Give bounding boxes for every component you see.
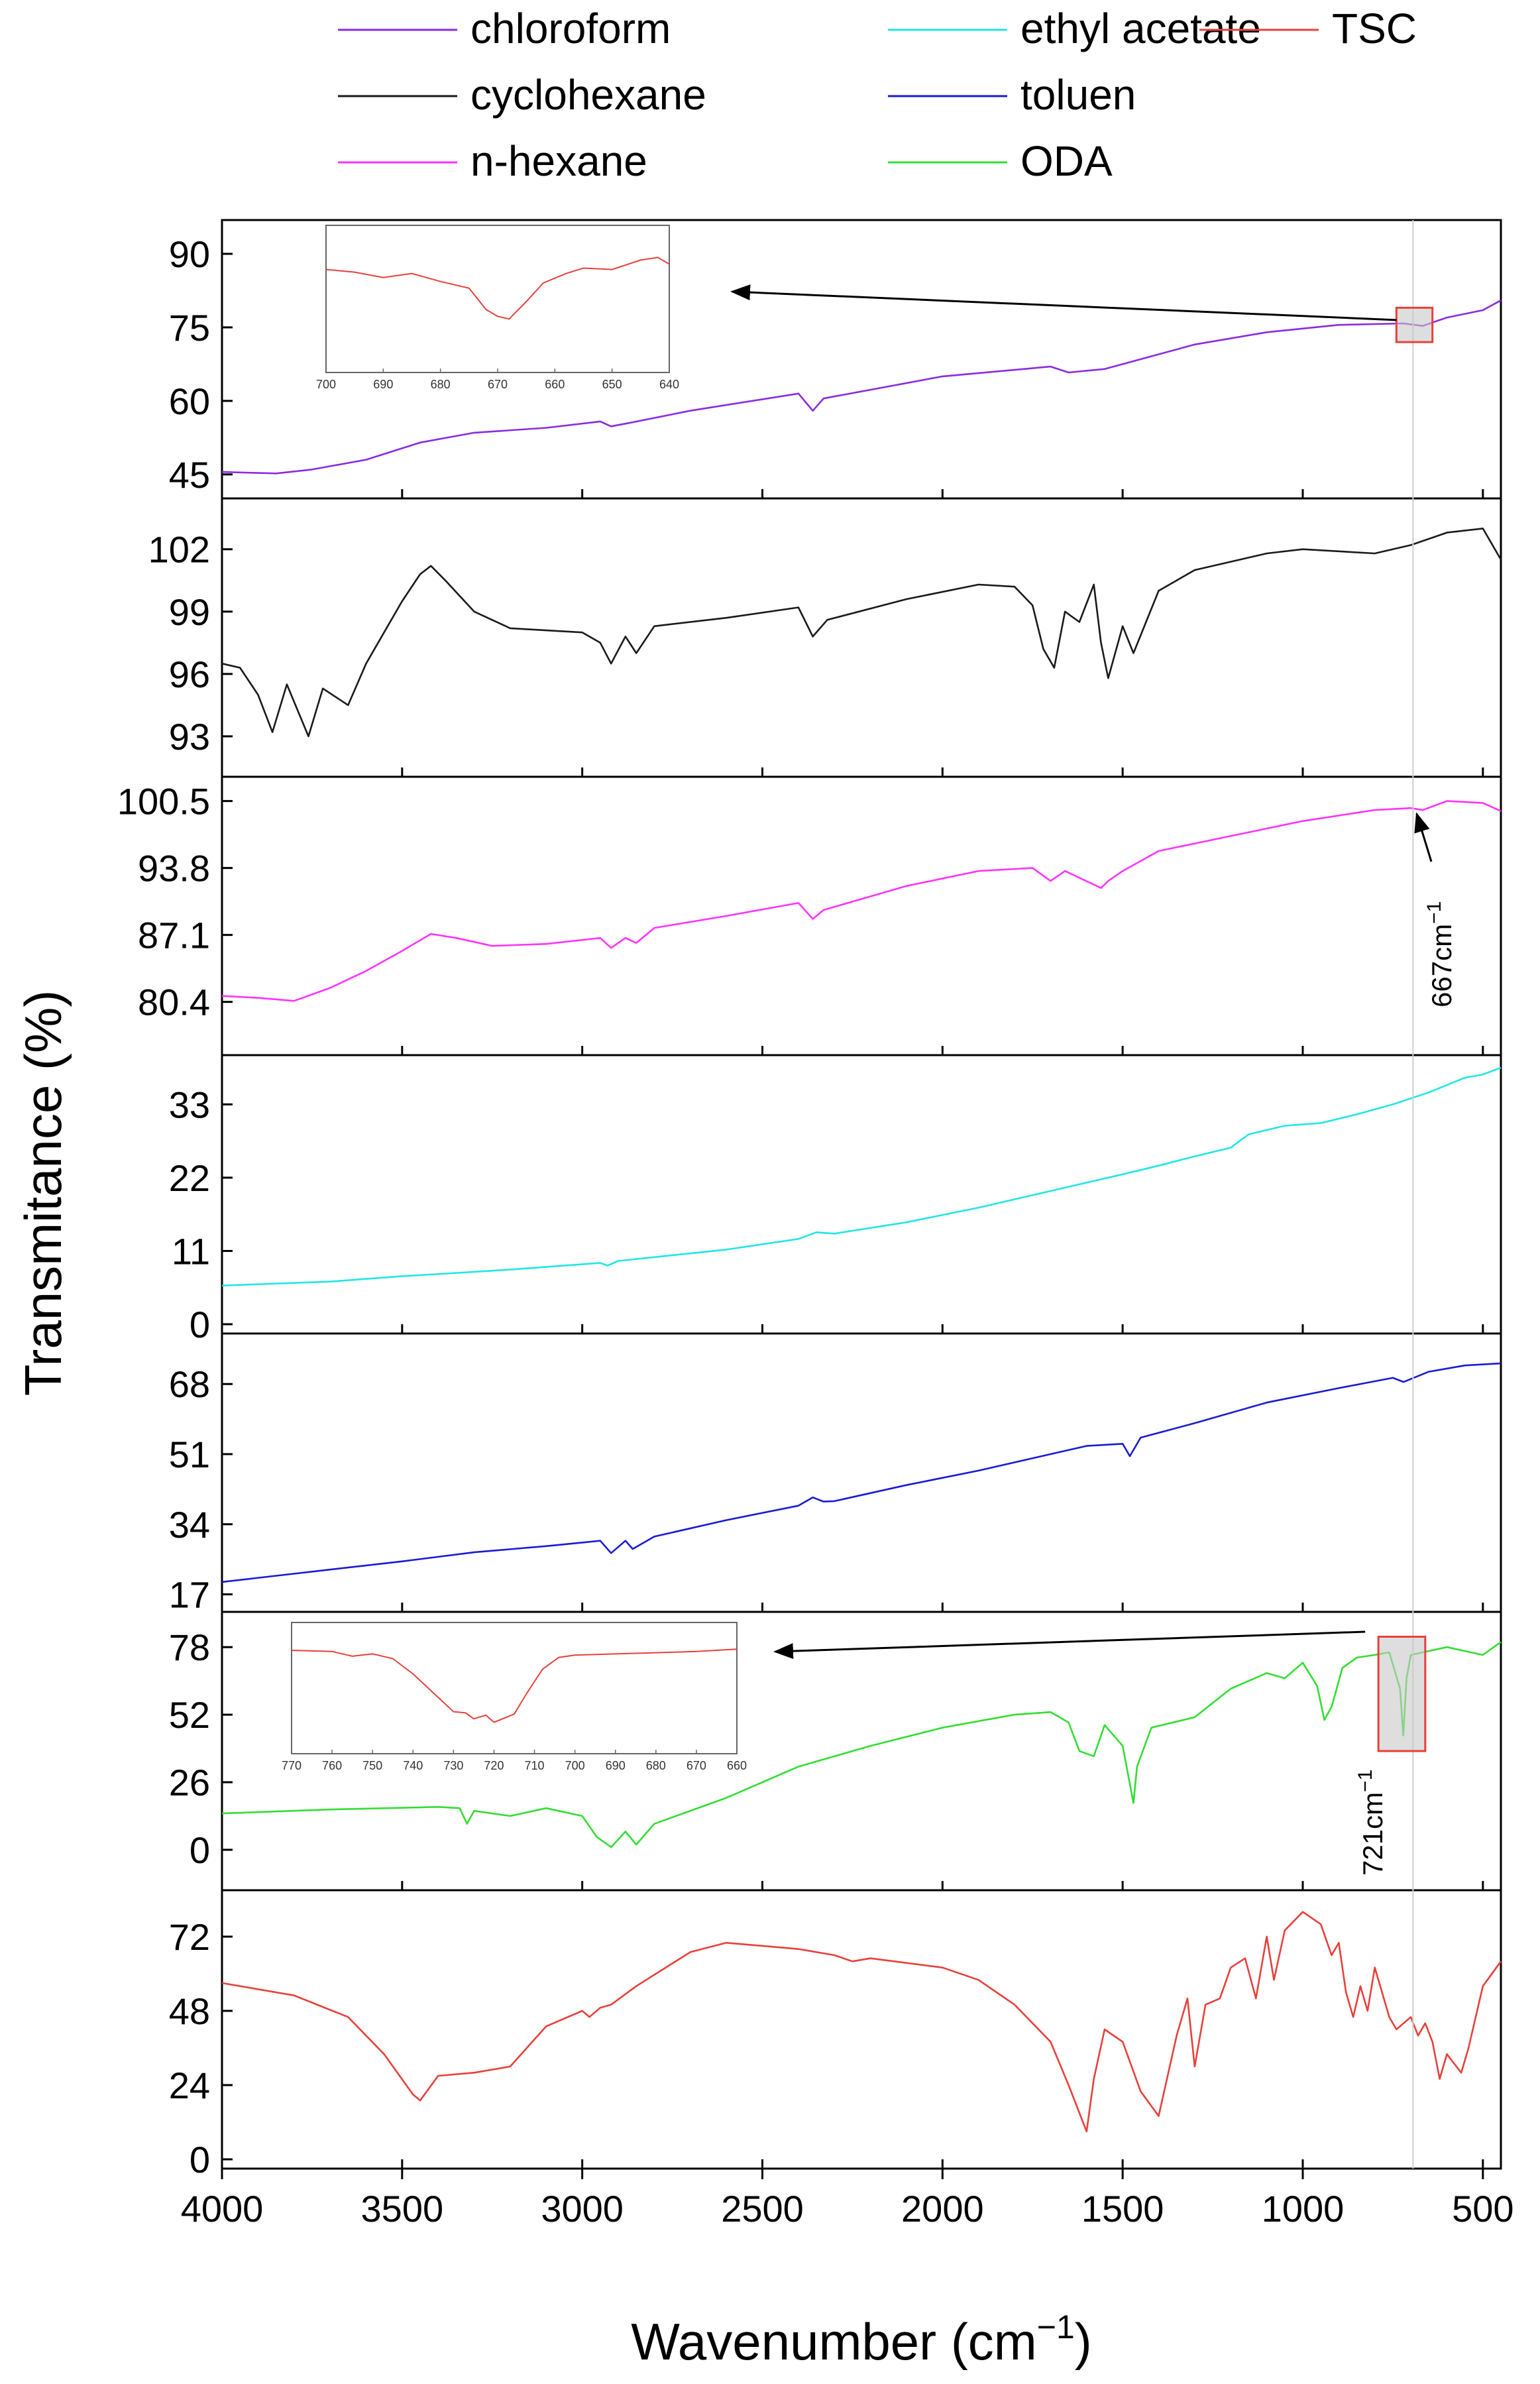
legend-label-toluen: toluen: [1020, 71, 1136, 119]
annotation-arrow-667: [1414, 812, 1433, 862]
inset-x-tick-label: 650: [602, 378, 622, 391]
y-tick-label: 34: [169, 1504, 210, 1546]
y-tick-label: 100.5: [117, 781, 210, 823]
inset-x-tick-label: 730: [443, 1759, 463, 1772]
y-tick-label: 33: [169, 1084, 210, 1125]
y-tick-label: 78: [169, 1626, 210, 1668]
series-line-n-hexane: [221, 800, 1502, 1002]
y-axis-title: Transmitance (%): [14, 990, 72, 1396]
x-tick-label: 1500: [1081, 2188, 1164, 2230]
inset-line: [325, 256, 670, 320]
inset-x-tick-label: 760: [322, 1759, 342, 1772]
panel-ethyl-acetate: 33 22 11 0: [169, 1054, 1502, 1345]
legend-label-chloroform: chloroform: [470, 5, 671, 52]
inset-x-tick-label: 680: [431, 378, 451, 391]
y-tick-label: 68: [169, 1363, 210, 1405]
highlight-box-chloroform: [1395, 306, 1434, 343]
series-line-cyclohexane: [221, 528, 1502, 738]
inset-frame: [325, 225, 670, 373]
inset-x-tick-label: 660: [727, 1759, 747, 1772]
panel-toluen: 68 51 34 17: [169, 1332, 1502, 1616]
series-line-ethyl-acetate: [221, 1066, 1502, 1286]
y-tick-label: 72: [169, 1916, 210, 1958]
panel-frame: [221, 497, 1502, 778]
inset-line: [291, 1648, 738, 1723]
legend-label-cyclohexane: cyclohexane: [470, 71, 706, 119]
panel-n-hexane: 100.5 93.8 87.1 80.4: [117, 775, 1502, 1056]
x-tick-label: 3000: [541, 2188, 624, 2230]
inset-x-tick-label: 640: [659, 378, 679, 391]
inset-x-tick-label: 710: [525, 1759, 545, 1772]
legend-label-ethyl-acetate: ethyl acetate: [1020, 5, 1261, 52]
series-line-toluen: [221, 1362, 1502, 1583]
inset-arrow-chloroform: [730, 284, 1397, 321]
inset-x-tick-label: 680: [646, 1759, 666, 1772]
inset-x-tick-label: 670: [687, 1759, 706, 1772]
legend: chloroform ethyl acetate TSC cyclohexane tol…: [338, 5, 1417, 185]
y-tick-label: 17: [169, 1574, 210, 1616]
y-tick-label: 75: [169, 307, 210, 349]
legend-label-tsc: TSC: [1332, 5, 1417, 52]
inset-x-tick-label: 670: [488, 378, 508, 391]
y-tick-label: 11: [172, 1230, 210, 1272]
y-tick-label: 87.1: [138, 915, 210, 956]
y-tick-label: 0: [190, 1304, 210, 1345]
legend-label-oda: ODA: [1020, 137, 1113, 185]
panel-cyclohexane: 102 99 96 93: [148, 497, 1502, 778]
inset-x-tick-label: 660: [545, 378, 565, 391]
annotation-667: 667cm−1: [1423, 901, 1457, 1007]
y-tick-label: 51: [169, 1434, 210, 1475]
y-tick-label: 48: [169, 1990, 210, 2032]
y-tick-label: 52: [169, 1694, 210, 1736]
inset-x-tick-label: 770: [282, 1759, 302, 1772]
y-tick-label: 80.4: [138, 982, 210, 1023]
inset-x-tick-label: 690: [606, 1759, 626, 1772]
y-tick-label: 26: [169, 1762, 210, 1803]
inset-x-tick-label: 690: [373, 378, 393, 391]
x-tick-label: 3500: [361, 2188, 444, 2230]
panels: 90 75 60 45 102 99 96 93 100.5 93.8 87.1 80.4 33 22 11…: [117, 219, 1502, 2181]
inset-frame: [291, 1622, 738, 1754]
series-line-tsc: [221, 1911, 1502, 2133]
x-tick-label: 500: [1452, 2188, 1513, 2230]
y-tick-label: 96: [169, 653, 210, 695]
inset-x-tick-label: 740: [403, 1759, 423, 1772]
inset-x-tick-label: 720: [484, 1759, 504, 1772]
y-tick-label: 60: [169, 380, 210, 422]
panel-frame: [221, 1332, 1502, 1613]
annotation-721: 721cm−1: [1354, 1770, 1388, 1876]
y-tick-label: 102: [148, 529, 210, 571]
y-tick-label: 93.8: [138, 848, 210, 889]
y-tick-label: 24: [169, 2065, 210, 2106]
series-line-chloroform: [221, 300, 1502, 475]
y-tick-label: 0: [190, 2139, 210, 2181]
y-tick-label: 22: [169, 1157, 210, 1199]
panel-chloroform: 90 75 60 45: [169, 219, 1502, 500]
legend-label-n-hexane: n-hexane: [470, 137, 647, 185]
x-axis: 4000 3500 3000 2500 2000 1500 1000 500: [181, 2169, 1514, 2230]
y-tick-label: 0: [190, 1829, 210, 1871]
panel-frame: [221, 775, 1502, 1056]
x-tick-label: 2500: [721, 2188, 804, 2230]
inset-x-tick-label: 700: [565, 1759, 585, 1772]
x-tick-label: 4000: [181, 2188, 264, 2230]
inset-x-tick-label: 750: [362, 1759, 382, 1772]
y-tick-label: 99: [169, 591, 210, 633]
y-tick-label: 90: [169, 233, 210, 275]
panel-frame: [221, 1054, 1502, 1335]
inset-x-tick-label: 700: [316, 378, 336, 391]
x-axis-title: Wavenumber (cm−1): [631, 2308, 1092, 2371]
x-tick-label: 2000: [901, 2188, 984, 2230]
y-tick-label: 45: [169, 454, 210, 496]
inset-oda: 770 760 750 740 730 720 710 700 690 680 670 660: [282, 1622, 747, 1772]
x-tick-label: 1000: [1262, 2188, 1345, 2230]
highlight-box-oda: [1377, 1636, 1427, 1752]
y-tick-label: 93: [169, 716, 210, 758]
inset-chloroform: 700 690 680 670 660 650 640: [316, 225, 679, 391]
inset-arrow-oda: [773, 1630, 1366, 1660]
panel-tsc: 72 48 24 0: [169, 1889, 1502, 2181]
panel-frame: [221, 1889, 1502, 2170]
